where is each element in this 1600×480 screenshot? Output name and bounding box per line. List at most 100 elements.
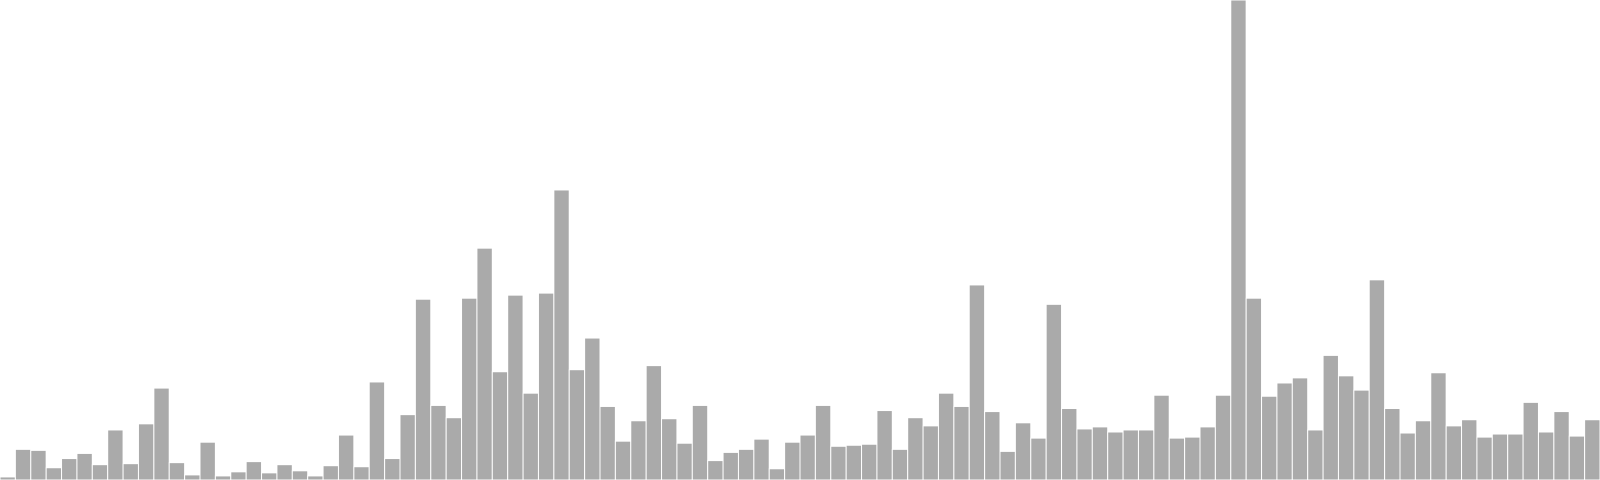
bar <box>276 464 293 480</box>
bar <box>45 467 63 480</box>
bar <box>214 475 232 480</box>
bar <box>691 404 709 480</box>
bar <box>14 448 32 480</box>
bar <box>537 292 555 480</box>
bar <box>614 440 632 480</box>
bar <box>876 410 893 480</box>
bar <box>737 448 755 480</box>
bar <box>445 417 463 480</box>
bar <box>1091 426 1109 480</box>
bar <box>1030 437 1047 480</box>
bar <box>291 470 309 480</box>
bar <box>430 404 447 480</box>
bar <box>76 452 93 480</box>
bar <box>937 392 955 480</box>
bar <box>1568 435 1586 480</box>
bar <box>1491 433 1509 480</box>
bar <box>337 434 355 480</box>
bar <box>30 449 47 480</box>
bar <box>568 369 586 480</box>
bar <box>1584 419 1600 480</box>
bar <box>307 475 324 480</box>
bar <box>353 466 370 480</box>
bar <box>230 471 247 480</box>
bar <box>122 463 139 480</box>
bar <box>1276 382 1293 480</box>
bar <box>1076 428 1093 480</box>
bar <box>322 465 339 480</box>
bar <box>830 445 847 480</box>
bar <box>784 441 801 480</box>
bar <box>1153 394 1170 480</box>
bar <box>630 420 647 480</box>
bar <box>1261 395 1278 480</box>
bar <box>153 387 170 480</box>
bar <box>414 298 432 480</box>
bar <box>168 462 186 480</box>
bar <box>1537 431 1555 480</box>
bar <box>1184 436 1201 480</box>
bar <box>1507 433 1524 480</box>
bar <box>753 438 770 480</box>
bar <box>61 458 78 480</box>
bar <box>645 365 663 480</box>
bar <box>984 411 1001 480</box>
bar <box>184 474 201 480</box>
bar <box>599 405 616 480</box>
bar <box>845 444 863 480</box>
bar <box>1291 377 1309 480</box>
bar <box>1322 354 1339 480</box>
bar <box>507 294 524 480</box>
bar <box>1353 389 1370 480</box>
bar <box>1122 429 1139 480</box>
bar <box>768 468 786 480</box>
bar <box>1245 297 1263 480</box>
bar <box>137 423 155 480</box>
bar <box>368 381 386 480</box>
bar <box>799 434 816 480</box>
bar <box>1137 429 1155 480</box>
bar <box>861 443 878 480</box>
bar <box>661 418 678 480</box>
bar <box>1522 401 1539 480</box>
bar <box>1476 436 1493 480</box>
bar <box>399 414 416 480</box>
bar <box>707 460 724 480</box>
bar <box>245 461 263 480</box>
bar <box>522 392 539 480</box>
bar <box>1045 303 1063 480</box>
bar <box>1337 375 1355 480</box>
bar <box>384 458 401 480</box>
bar <box>1384 408 1401 480</box>
bar <box>1214 394 1232 480</box>
bar <box>1445 425 1463 480</box>
bar <box>584 337 601 480</box>
bar <box>107 429 124 480</box>
bar <box>968 284 986 480</box>
bar <box>261 472 278 480</box>
bar <box>491 371 509 480</box>
bar <box>1307 429 1324 480</box>
bar <box>199 441 216 480</box>
bar <box>1107 431 1124 480</box>
bar <box>1061 408 1078 480</box>
bar <box>676 442 693 480</box>
bar <box>1414 420 1432 480</box>
bar <box>1430 372 1447 480</box>
bar <box>1199 426 1216 480</box>
bar <box>476 247 493 480</box>
bar <box>1168 437 1186 480</box>
bar <box>999 450 1016 480</box>
bar <box>814 404 832 480</box>
bar <box>953 405 970 480</box>
bar <box>553 189 570 480</box>
bar <box>91 464 109 480</box>
bar <box>722 451 739 480</box>
bar <box>461 297 478 480</box>
bar <box>1230 0 1247 480</box>
bar <box>1553 411 1570 480</box>
bar <box>907 417 924 480</box>
bar <box>1368 279 1386 480</box>
